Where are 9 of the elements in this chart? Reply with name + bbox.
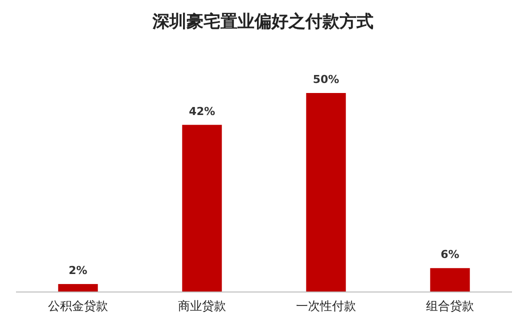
data-label: 42%: [188, 104, 216, 118]
x-tick-label: 一次性付款: [296, 299, 356, 313]
chart-title: 深圳豪宅置业偏好之付款方式: [152, 12, 374, 32]
x-tick-label: 公积金贷款: [48, 299, 108, 313]
data-label: 2%: [68, 264, 88, 278]
data-label: 6%: [440, 248, 460, 262]
x-tick-label: 商业贷款: [178, 299, 226, 313]
data-label: 50%: [312, 73, 340, 86]
x-tick-label: 组合贷款: [426, 299, 474, 313]
